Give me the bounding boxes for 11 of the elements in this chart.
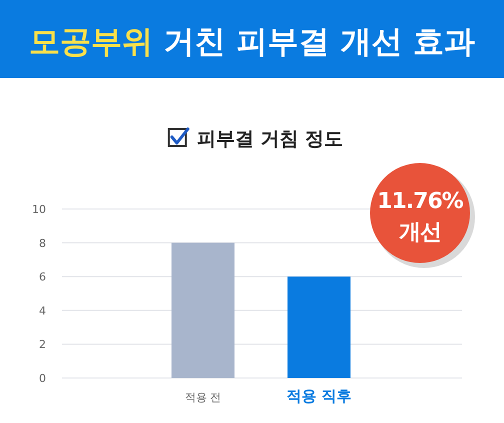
chart-subtitle: 피부결 거침 정도: [196, 128, 344, 150]
chart-title: 모공부위 거친 피부결 개선 효과: [28, 24, 476, 60]
x-tick-label: 적용 전: [184, 391, 222, 404]
y-tick-label: 0: [39, 372, 46, 385]
y-tick-label: 10: [32, 203, 46, 216]
x-tick-label: 적용 직후: [286, 387, 352, 405]
y-tick-label: 8: [39, 236, 46, 250]
y-tick-label: 2: [39, 338, 46, 352]
y-tick-label: 6: [39, 270, 46, 284]
annotation: 11.76% 개선: [377, 189, 464, 245]
y-tick-label: 4: [39, 304, 46, 318]
